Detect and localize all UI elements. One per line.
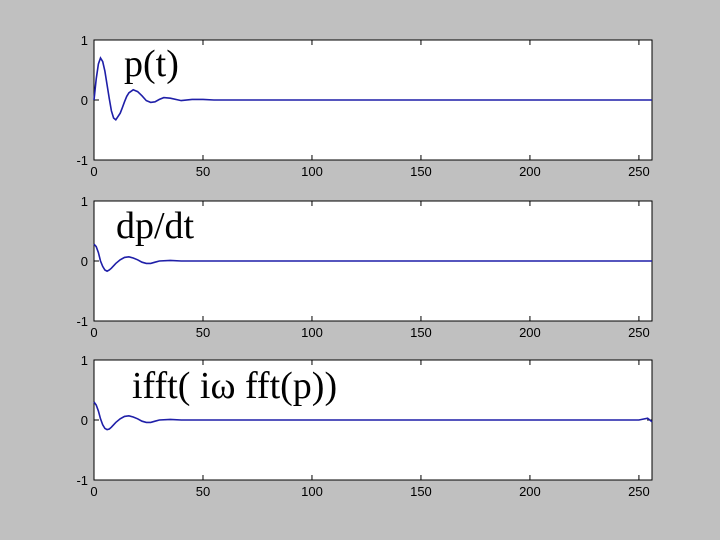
- x-tick-label: 200: [519, 325, 541, 340]
- y-tick-label: 1: [81, 194, 88, 209]
- panel-title: dp/dt: [116, 205, 195, 247]
- y-tick-label: -1: [76, 314, 88, 329]
- panel-title: p(t): [124, 43, 179, 85]
- x-tick-label: 0: [90, 484, 97, 499]
- y-tick-label: 0: [81, 413, 88, 428]
- y-tick-label: -1: [76, 473, 88, 488]
- x-tick-label: 200: [519, 484, 541, 499]
- x-tick-label: 150: [410, 164, 432, 179]
- panel-title: ifft( iω fft(p)): [132, 365, 337, 407]
- x-tick-label: 50: [196, 484, 210, 499]
- series-line: [93, 243, 652, 273]
- y-tick-label: 1: [81, 353, 88, 368]
- series-line: [93, 401, 653, 431]
- x-tick-label: 100: [301, 325, 323, 340]
- y-tick-label: 0: [81, 93, 88, 108]
- x-tick-label: 200: [519, 164, 541, 179]
- x-tick-label: 100: [301, 164, 323, 179]
- y-tick-label: -1: [76, 153, 88, 168]
- x-tick-label: 0: [90, 325, 97, 340]
- x-tick-label: 100: [301, 484, 323, 499]
- x-tick-label: 0: [90, 164, 97, 179]
- x-tick-label: 250: [628, 325, 650, 340]
- x-tick-label: 50: [196, 325, 210, 340]
- y-tick-label: 1: [81, 33, 88, 48]
- x-tick-label: 250: [628, 484, 650, 499]
- series-line: [93, 56, 652, 121]
- x-tick-label: 50: [196, 164, 210, 179]
- x-tick-label: 250: [628, 164, 650, 179]
- x-tick-label: 150: [410, 484, 432, 499]
- x-tick-label: 150: [410, 325, 432, 340]
- y-tick-label: 0: [81, 254, 88, 269]
